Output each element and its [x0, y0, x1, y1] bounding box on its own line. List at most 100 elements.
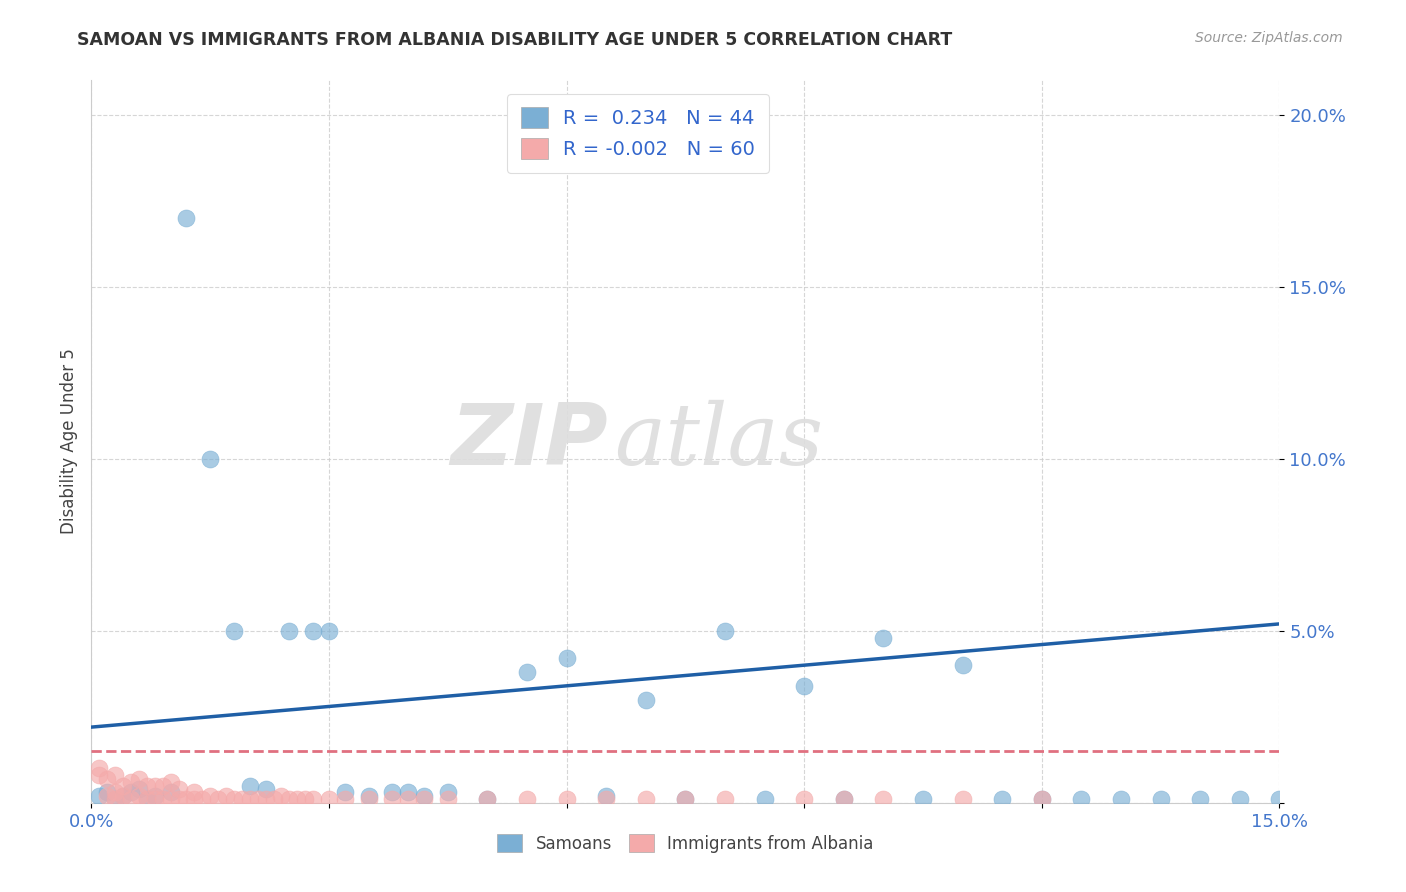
- Point: [104, 785, 127, 799]
- Point: [167, 792, 190, 806]
- Point: [96, 772, 118, 786]
- Point: [318, 624, 340, 638]
- Point: [104, 768, 127, 782]
- Point: [183, 792, 205, 806]
- Point: [231, 792, 253, 806]
- Point: [167, 782, 190, 797]
- Point: [239, 792, 262, 806]
- Text: ZIP: ZIP: [450, 400, 609, 483]
- Point: [436, 792, 458, 806]
- Point: [595, 789, 617, 803]
- Point: [832, 792, 855, 806]
- Point: [714, 624, 737, 638]
- Legend: Samoans, Immigrants from Albania: Samoans, Immigrants from Albania: [491, 828, 880, 860]
- Point: [1150, 792, 1173, 806]
- Point: [254, 792, 277, 806]
- Point: [793, 792, 815, 806]
- Point: [159, 775, 181, 789]
- Point: [215, 789, 238, 803]
- Point: [285, 792, 308, 806]
- Point: [952, 658, 974, 673]
- Point: [152, 792, 174, 806]
- Point: [120, 785, 142, 799]
- Point: [357, 792, 380, 806]
- Point: [239, 779, 262, 793]
- Point: [555, 651, 578, 665]
- Point: [872, 792, 894, 806]
- Point: [832, 792, 855, 806]
- Point: [1189, 792, 1212, 806]
- Point: [278, 792, 301, 806]
- Point: [381, 785, 404, 799]
- Point: [104, 792, 127, 806]
- Point: [200, 789, 222, 803]
- Point: [634, 792, 657, 806]
- Point: [246, 792, 269, 806]
- Point: [595, 792, 617, 806]
- Point: [96, 785, 118, 799]
- Point: [278, 624, 301, 638]
- Point: [396, 792, 419, 806]
- Point: [112, 789, 135, 803]
- Point: [1031, 792, 1053, 806]
- Point: [477, 792, 499, 806]
- Point: [135, 792, 157, 806]
- Point: [1229, 792, 1251, 806]
- Point: [318, 792, 340, 806]
- Point: [396, 785, 419, 799]
- Point: [254, 782, 277, 797]
- Point: [634, 692, 657, 706]
- Point: [128, 772, 150, 786]
- Point: [222, 624, 245, 638]
- Point: [1109, 792, 1132, 806]
- Point: [333, 785, 356, 799]
- Point: [333, 792, 356, 806]
- Point: [191, 792, 214, 806]
- Point: [112, 789, 135, 803]
- Point: [952, 792, 974, 806]
- Point: [159, 785, 181, 799]
- Point: [207, 792, 229, 806]
- Point: [357, 789, 380, 803]
- Point: [1070, 792, 1092, 806]
- Point: [991, 792, 1014, 806]
- Point: [555, 792, 578, 806]
- Point: [120, 792, 142, 806]
- Text: atlas: atlas: [614, 401, 824, 483]
- Point: [89, 768, 111, 782]
- Point: [754, 792, 776, 806]
- Point: [89, 789, 111, 803]
- Point: [120, 775, 142, 789]
- Point: [89, 761, 111, 775]
- Point: [135, 792, 157, 806]
- Point: [222, 792, 245, 806]
- Point: [911, 792, 934, 806]
- Point: [714, 792, 737, 806]
- Point: [128, 782, 150, 797]
- Point: [793, 679, 815, 693]
- Point: [381, 792, 404, 806]
- Point: [413, 792, 436, 806]
- Point: [302, 624, 325, 638]
- Point: [176, 792, 198, 806]
- Point: [176, 211, 198, 225]
- Point: [872, 631, 894, 645]
- Point: [516, 665, 538, 679]
- Point: [516, 792, 538, 806]
- Y-axis label: Disability Age Under 5: Disability Age Under 5: [59, 349, 77, 534]
- Point: [159, 792, 181, 806]
- Point: [413, 789, 436, 803]
- Point: [128, 789, 150, 803]
- Point: [294, 792, 316, 806]
- Point: [183, 785, 205, 799]
- Point: [436, 785, 458, 799]
- Point: [270, 789, 292, 803]
- Point: [1268, 792, 1291, 806]
- Point: [477, 792, 499, 806]
- Text: SAMOAN VS IMMIGRANTS FROM ALBANIA DISABILITY AGE UNDER 5 CORRELATION CHART: SAMOAN VS IMMIGRANTS FROM ALBANIA DISABI…: [77, 31, 953, 49]
- Point: [143, 792, 166, 806]
- Point: [200, 451, 222, 466]
- Point: [263, 792, 285, 806]
- Point: [143, 789, 166, 803]
- Point: [673, 792, 696, 806]
